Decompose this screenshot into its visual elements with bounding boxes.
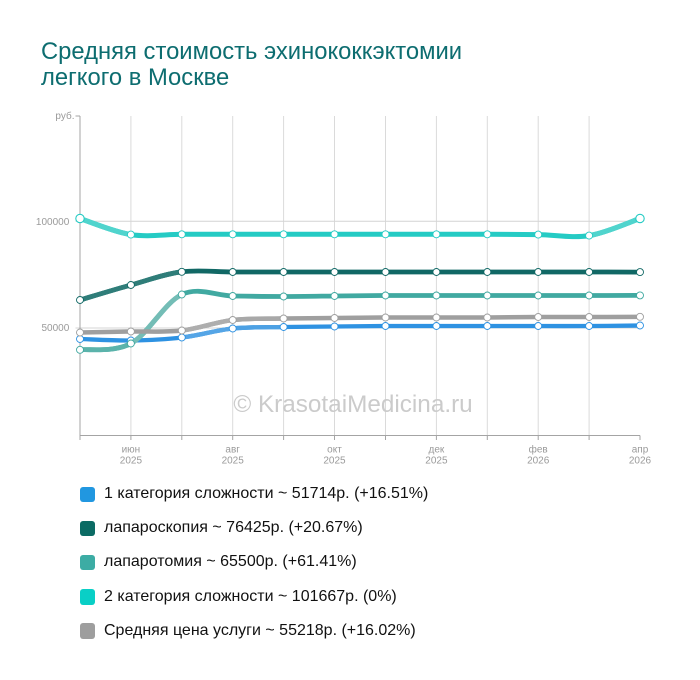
svg-text:июн: июн bbox=[122, 444, 141, 455]
svg-text:2025: 2025 bbox=[323, 456, 346, 467]
svg-text:апр: апр bbox=[632, 444, 649, 455]
svg-text:2026: 2026 bbox=[527, 456, 550, 467]
svg-text:© KrasotaiMedicina.ru: © KrasotaiMedicina.ru bbox=[233, 391, 472, 418]
svg-text:окт: окт bbox=[327, 444, 342, 455]
svg-text:дек: дек bbox=[429, 444, 445, 455]
svg-text:2025: 2025 bbox=[120, 456, 143, 467]
svg-text:фев: фев bbox=[529, 443, 548, 455]
svg-text:2025: 2025 bbox=[425, 456, 448, 467]
svg-text:авг: авг bbox=[225, 444, 240, 455]
svg-text:2025: 2025 bbox=[222, 456, 245, 467]
svg-text:100000: 100000 bbox=[36, 217, 70, 228]
svg-text:руб.: руб. bbox=[55, 110, 74, 122]
svg-text:50000: 50000 bbox=[41, 323, 69, 334]
svg-text:2026: 2026 bbox=[629, 456, 652, 467]
